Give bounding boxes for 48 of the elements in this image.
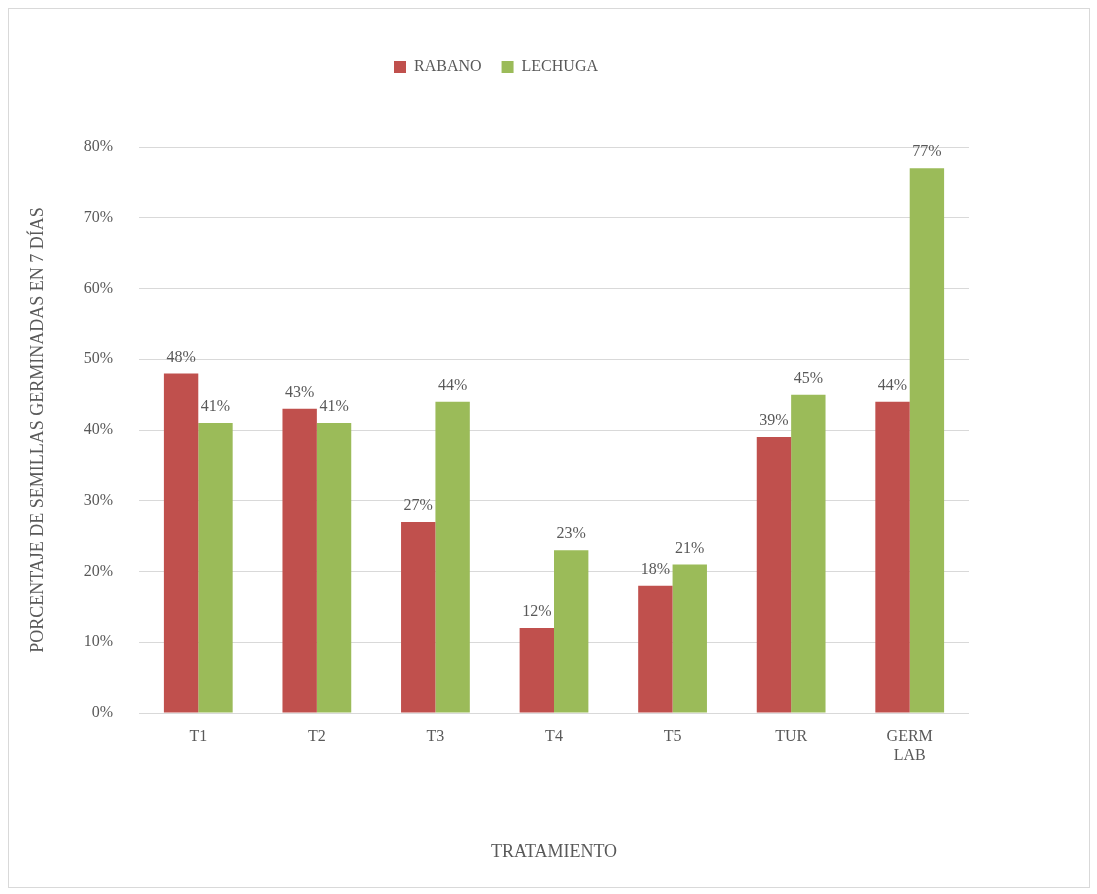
x-tick-label: GERM LAB (886, 726, 933, 763)
bar (519, 628, 554, 713)
bar (316, 422, 352, 713)
data-label: 44% (437, 375, 468, 393)
data-label: 18% (640, 559, 671, 577)
data-label: 48% (166, 347, 196, 365)
data-label: 77% (912, 142, 942, 160)
legend-label: LECHUGA (521, 57, 599, 75)
data-label: 43% (285, 382, 315, 400)
data-label: 41% (319, 397, 349, 415)
bar (909, 168, 945, 713)
data-label: 21% (675, 538, 705, 556)
bar (791, 394, 826, 713)
data-label: 44% (877, 375, 908, 393)
data-label: 39% (759, 411, 789, 429)
x-axis-title: TRATAMIENTO (490, 840, 618, 861)
data-label: 23% (556, 524, 586, 542)
x-tick-label: T3 (426, 726, 445, 744)
legend-label: RABANO (414, 57, 482, 75)
bar (554, 550, 589, 713)
y-tick-label: 80% (83, 137, 113, 155)
y-axis-title: PORCENTAJE DE SEMILLAS GERMINADAS EN 7 DÍAS (25, 207, 47, 653)
x-tick-label: TUR (775, 726, 808, 744)
bar (435, 401, 470, 713)
x-tick-label: T4 (545, 726, 563, 744)
data-label: 45% (793, 368, 823, 386)
bar (163, 373, 199, 713)
bar (401, 521, 436, 713)
y-tick-label: 10% (83, 632, 113, 650)
data-label: 41% (200, 397, 231, 415)
y-tick-label: 50% (83, 349, 113, 367)
data-label: 12% (522, 602, 552, 620)
x-tick-label: T1 (189, 726, 208, 744)
bar (198, 422, 233, 713)
bar (875, 401, 910, 713)
y-tick-label: 0% (91, 703, 113, 721)
x-tick-label: T2 (307, 726, 326, 744)
data-label: 27% (403, 496, 433, 514)
bar (638, 585, 673, 713)
y-tick-label: 30% (83, 490, 113, 508)
y-tick-label: 40% (83, 420, 113, 438)
y-tick-label: 60% (83, 278, 113, 296)
y-tick-label: 20% (83, 561, 113, 579)
bar (756, 437, 792, 713)
bar (282, 408, 317, 713)
y-tick-label: 70% (83, 207, 113, 225)
bar (672, 564, 707, 713)
x-tick-label: T5 (663, 726, 682, 744)
